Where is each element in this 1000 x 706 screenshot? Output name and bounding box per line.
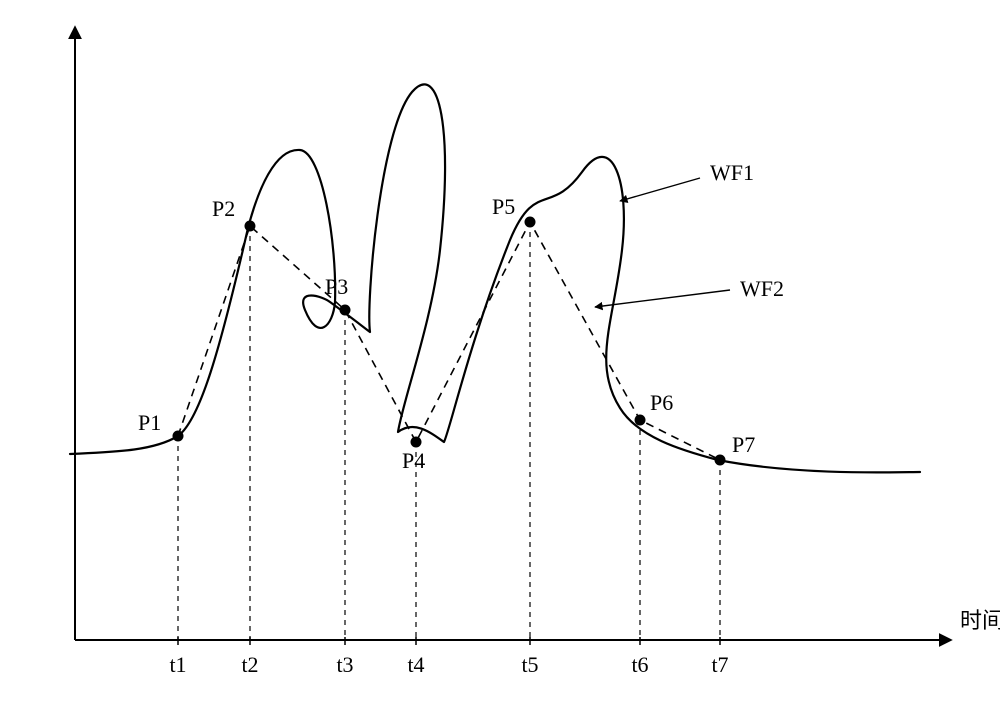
tick-label-p2: t2 xyxy=(241,652,258,677)
point-p4 xyxy=(411,437,422,448)
point-p2 xyxy=(245,221,256,232)
curve-label-wf2: WF2 xyxy=(740,276,784,301)
tick-label-p5: t5 xyxy=(521,652,538,677)
curve-label-wf1: WF1 xyxy=(710,160,754,185)
point-p5 xyxy=(525,217,536,228)
point-p3 xyxy=(340,305,351,316)
chart-container: 时间 P1 t1 P2 t2 P3 t3 P4 t4 P5 t5 P6 t6 P7 t7 WF1 WF2 xyxy=(0,0,1000,706)
point-p7 xyxy=(715,455,726,466)
point-label-p3: P3 xyxy=(325,274,348,299)
tick-label-p4: t4 xyxy=(407,652,424,677)
point-label-p2: P2 xyxy=(212,196,235,221)
point-label-p1: P1 xyxy=(138,410,161,435)
chart-svg: 时间 P1 t1 P2 t2 P3 t3 P4 t4 P5 t5 P6 t6 P7 t7 WF1 WF2 xyxy=(0,0,1000,706)
tick-label-p1: t1 xyxy=(169,652,186,677)
x-axis-label: 时间 xyxy=(960,608,1000,633)
chart-background xyxy=(0,0,1000,706)
point-label-p6: P6 xyxy=(650,390,673,415)
point-label-p4: P4 xyxy=(402,448,425,473)
tick-label-p7: t7 xyxy=(711,652,728,677)
tick-label-p3: t3 xyxy=(336,652,353,677)
point-p1 xyxy=(173,431,184,442)
point-p6 xyxy=(635,415,646,426)
point-label-p5: P5 xyxy=(492,194,515,219)
tick-label-p6: t6 xyxy=(631,652,648,677)
point-label-p7: P7 xyxy=(732,432,755,457)
